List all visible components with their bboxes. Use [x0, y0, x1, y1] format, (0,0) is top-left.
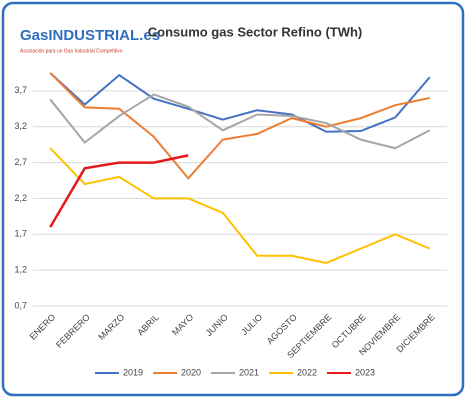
series-line — [49, 93, 431, 150]
series-line — [49, 154, 189, 228]
logo-name: GasINDUSTRIAL.es — [20, 27, 160, 44]
y-tick-label: 1,7 — [14, 229, 27, 239]
y-tick-label: 3,7 — [14, 85, 27, 95]
y-tick-label: 3,2 — [14, 121, 27, 131]
legend-label: 2019 — [123, 367, 143, 377]
legend-label: 2023 — [355, 367, 375, 377]
legend-label: 2022 — [297, 367, 317, 377]
legend-label: 2021 — [239, 367, 259, 377]
series-line — [49, 72, 431, 133]
y-tick-label: 2,7 — [14, 157, 27, 167]
chart-title: Consumo gas Sector Refino (TWh) — [148, 24, 363, 39]
chart-frame — [1, 1, 465, 397]
y-tick-label: 2,2 — [14, 193, 27, 203]
series-line — [49, 147, 431, 265]
series-line — [49, 72, 430, 180]
y-tick-label: 0,7 — [14, 300, 27, 310]
y-tick-label: 1,2 — [14, 265, 27, 275]
logo-tagline: Asociación para un Gas Industrial Compet… — [20, 48, 123, 54]
legend-label: 2020 — [181, 367, 201, 377]
